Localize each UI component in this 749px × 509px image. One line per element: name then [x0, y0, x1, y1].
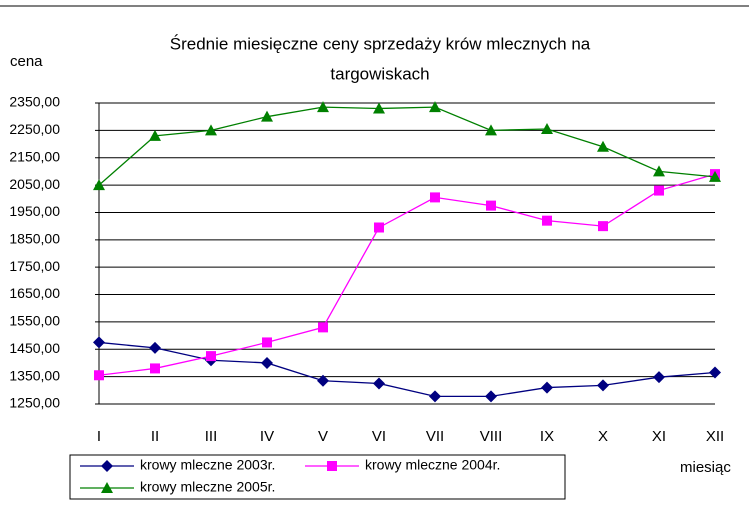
- data-point: [429, 101, 441, 113]
- data-point: [261, 110, 273, 122]
- y-tick-label: 1750,00: [9, 258, 60, 274]
- y-tick-label: 1950,00: [9, 203, 60, 219]
- data-point: [374, 222, 384, 233]
- y-tick-label: 2250,00: [9, 121, 60, 137]
- series-line: [98, 341, 716, 397]
- data-point: [149, 341, 161, 354]
- data-point: [541, 122, 553, 134]
- data-point: [653, 371, 665, 384]
- data-point: [709, 366, 721, 379]
- data-point: [597, 379, 609, 392]
- data-point: [542, 215, 552, 226]
- data-point: [93, 179, 105, 191]
- x-tick-label: VIII: [480, 428, 503, 445]
- legend-label: krowy mleczne 2004r.: [365, 457, 500, 473]
- x-tick-label: II: [151, 428, 159, 445]
- data-point: [262, 337, 272, 348]
- legend-marker: [101, 482, 113, 493]
- x-tick-label: VII: [426, 428, 444, 445]
- data-point: [93, 336, 105, 349]
- data-point: [485, 390, 497, 403]
- y-tick-label: 1650,00: [9, 285, 60, 301]
- data-point: [206, 351, 216, 362]
- x-tick-label: XII: [706, 428, 724, 445]
- y-tick-label: 2150,00: [9, 148, 60, 164]
- x-tick-label: XI: [652, 428, 666, 445]
- chart-title: targowiskach: [330, 64, 429, 83]
- x-axis-label: miesiąc: [680, 459, 731, 476]
- data-point: [541, 381, 553, 394]
- x-tick-label: VI: [372, 428, 386, 445]
- data-point: [317, 101, 329, 113]
- legend: [69, 454, 566, 500]
- legend-marker: [327, 461, 337, 471]
- x-tick-label: IX: [540, 428, 554, 445]
- data-point: [598, 221, 608, 232]
- legend-label: krowy mleczne 2003r.: [140, 457, 275, 473]
- x-tick-label: V: [318, 428, 328, 445]
- y-tick-label: 2350,00: [9, 94, 60, 110]
- x-tick-label: X: [598, 428, 608, 445]
- data-point: [205, 124, 217, 136]
- data-point: [149, 129, 161, 141]
- data-point: [429, 390, 441, 403]
- x-tick-label: I: [97, 428, 101, 445]
- y-tick-label: 1550,00: [9, 313, 60, 329]
- data-point: [654, 185, 664, 196]
- chart-title: Średnie miesięczne ceny sprzedaży krów m…: [170, 34, 591, 53]
- x-tick-label: III: [205, 428, 218, 445]
- series-line: [98, 173, 716, 376]
- data-point: [150, 363, 160, 374]
- y-tick-label: 2050,00: [9, 176, 60, 192]
- data-point: [261, 356, 273, 369]
- data-point: [485, 124, 497, 136]
- y-axis-label: cena: [10, 53, 43, 70]
- data-point: [373, 377, 385, 390]
- series-line: [98, 106, 716, 186]
- y-tick-label: 1450,00: [9, 340, 60, 356]
- data-point: [653, 165, 665, 177]
- data-point: [709, 170, 721, 182]
- y-tick-label: 1850,00: [9, 231, 60, 247]
- y-tick-label: 1250,00: [9, 395, 60, 411]
- data-point: [318, 322, 328, 333]
- x-tick-label: IV: [260, 428, 274, 445]
- data-point: [373, 102, 385, 114]
- data-point: [94, 370, 104, 381]
- legend-label: krowy mleczne 2005r.: [140, 479, 275, 495]
- data-point: [597, 140, 609, 152]
- data-point: [430, 192, 440, 203]
- legend-marker: [101, 460, 113, 472]
- data-point: [317, 374, 329, 387]
- data-point: [486, 200, 496, 211]
- y-tick-label: 1350,00: [9, 367, 60, 383]
